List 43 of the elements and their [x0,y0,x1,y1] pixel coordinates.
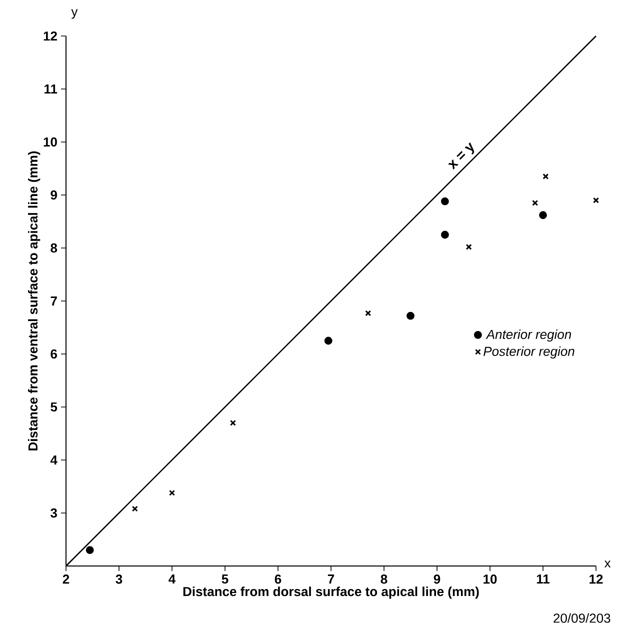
point [532,200,538,206]
point [441,230,449,239]
y-tick-label: 7 [50,296,57,306]
point [539,211,547,220]
point [132,506,138,512]
point [365,310,372,316]
y-tick-label: 11 [44,84,58,94]
text: y [71,9,78,19]
point [168,490,176,496]
y-tick-label: 5 [50,402,58,412]
legend-label: Anterior region [486,329,572,342]
y-tick-label: 9 [50,190,57,200]
point [466,244,472,250]
y-tick-label: 6 [50,349,57,359]
legend-label: Posterior region [484,346,574,359]
point [230,420,236,426]
text: 20/09/203 [554,613,610,623]
y-tick-label: 4 [50,456,58,464]
y-tick-label: 8 [50,243,58,253]
point [542,173,549,180]
x-tick-label: 7 [328,574,334,584]
y-axis-title: Distance from ventral surface to apical line (mm) [28,151,40,450]
y-tick-label: 12 [44,31,57,41]
point [441,197,449,206]
point [86,546,94,554]
x-tick-label: 3 [116,574,122,584]
x-tick-label: 4 [168,574,176,584]
x-axis-title: Distance from dorsal surface to apical line (mm) [183,586,479,599]
x-tick-label: 9 [434,574,440,584]
y-tick-label: 3 [50,508,57,518]
point [324,336,332,345]
x-tick-label: 6 [274,574,282,584]
point [406,312,414,320]
y-tick-label: 10 [44,137,57,147]
text: x [604,560,611,568]
point [592,197,600,204]
x-tick-label: 10 [484,574,497,584]
x-tick-label: 8 [380,574,388,584]
x-tick-label: 5 [222,574,228,584]
x-tick-label: 12 [590,574,603,584]
x-tick-label: 2 [62,574,70,584]
annotation: x = y [448,142,474,170]
x-tick-label: 11 [536,574,550,584]
